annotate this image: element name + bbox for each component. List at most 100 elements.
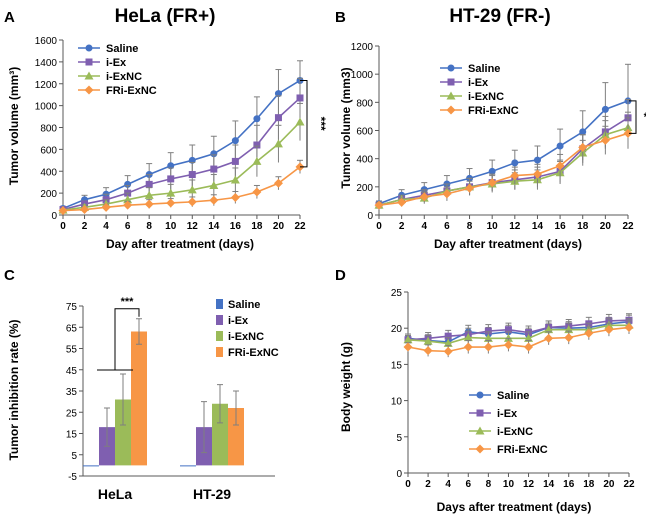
data-point [274,114,282,122]
y-tick-label: 0 [396,469,402,480]
x-tick-label: 10 [165,221,177,232]
x-tick-label: 22 [622,221,634,232]
x-tick-label: 20 [273,221,285,232]
series-line [378,132,629,206]
data-point [209,195,219,205]
legend-swatch [216,347,223,357]
data-point [210,165,218,173]
legend-label: FRi-ExNC [497,444,548,456]
y-tick-label: 800 [40,124,57,135]
x-tick-label: 20 [603,479,615,490]
data-point [403,335,413,344]
data-point [604,325,614,335]
data-point [533,156,541,164]
y-tick-label: 55 [66,345,78,356]
bar-saline [83,465,99,467]
x-axis-label: Days after treatment (days) [437,500,592,514]
data-point [397,197,407,207]
x-tick-label: 22 [623,479,635,490]
panel-letter: A [4,9,15,26]
x-tick-label: 22 [294,221,306,232]
x-tick-label: 18 [251,221,263,232]
data-point [544,333,554,343]
y-tick-label: 0 [367,211,373,222]
legend-label: i-Ex [468,77,489,89]
legend-label: FRi-ExNC [106,85,157,97]
legend-swatch [216,299,223,309]
data-point [187,185,197,194]
y-tick-label: 25 [391,288,403,299]
x-tick-label: 12 [187,221,199,232]
data-point [444,332,452,340]
y-tick-label: 15 [391,360,403,371]
data-point [230,193,240,202]
series-line [62,166,301,212]
legend-label: FRi-ExNC [468,105,519,117]
data-point [442,189,452,199]
x-tick-label: 16 [555,221,567,232]
data-point [484,327,492,335]
y-tick-label: 600 [356,127,373,138]
data-point [374,200,384,210]
legend-label: Saline [106,43,138,55]
y-tick-label: 45 [66,366,78,377]
data-point [124,180,132,188]
y-axis-label: Body weight (g) [339,342,353,432]
x-tick-label: 0 [405,479,411,490]
panel-letter: D [335,267,346,284]
data-point [166,198,176,208]
legend: Saline i-Ex i-ExNC FRi-ExNC [78,43,157,97]
legend-marker [476,409,484,417]
legend-marker [476,391,484,399]
x-tick-label: 12 [523,479,535,490]
x-tick-label: 18 [583,479,595,490]
bar-friexnc [228,408,244,466]
y-tick-label: 400 [40,167,57,178]
legend-marker [85,58,93,66]
legend: Saline i-Ex i-ExNC FRi-ExNC [469,390,548,456]
y-tick-label: 800 [356,98,373,109]
legend-label: i-ExNC [497,426,533,438]
data-point [419,192,429,202]
data-point [296,94,304,102]
legend-label: i-Ex [106,57,127,69]
y-tick-label: 65 [66,323,78,334]
series-line [407,319,630,341]
data-point [253,141,261,149]
series-line [62,121,301,211]
data-point [578,142,588,152]
series-line [407,324,629,345]
legend-label: i-Ex [497,408,518,420]
x-tick-label: 6 [125,221,131,232]
x-tick-label: 14 [532,221,544,232]
panel-d-body-weight: D Body weight (g) Days after treatment (… [335,267,635,514]
x-tick-label: 4 [421,221,427,232]
data-point [483,342,493,352]
data-point [423,336,433,345]
series-line [378,100,629,205]
data-point [564,333,574,343]
legend-marker [475,426,485,435]
x-tick-label: 12 [509,221,521,232]
data-point [209,180,219,189]
series-iex [59,77,304,214]
data-point [167,175,175,183]
data-point [544,325,554,334]
y-tick-label: 1600 [35,36,58,47]
data-point [423,346,433,356]
legend-marker [447,64,455,72]
data-point [584,328,594,338]
x-tick-label: 2 [425,479,431,490]
y-tick-label: 5 [71,451,77,462]
y-axis-label: Tumor volume (mm3) [339,67,353,188]
panel-letter: B [335,9,346,26]
data-point [487,178,497,188]
x-tick-label: 10 [487,221,499,232]
legend-label: FRi-ExNC [228,347,279,359]
data-point [230,175,240,184]
data-point [231,137,239,145]
series-friexnc [374,117,633,210]
y-tick-label: 400 [356,155,373,166]
y-tick-label: 1000 [351,70,374,81]
y-tick-label: 0 [51,211,57,222]
